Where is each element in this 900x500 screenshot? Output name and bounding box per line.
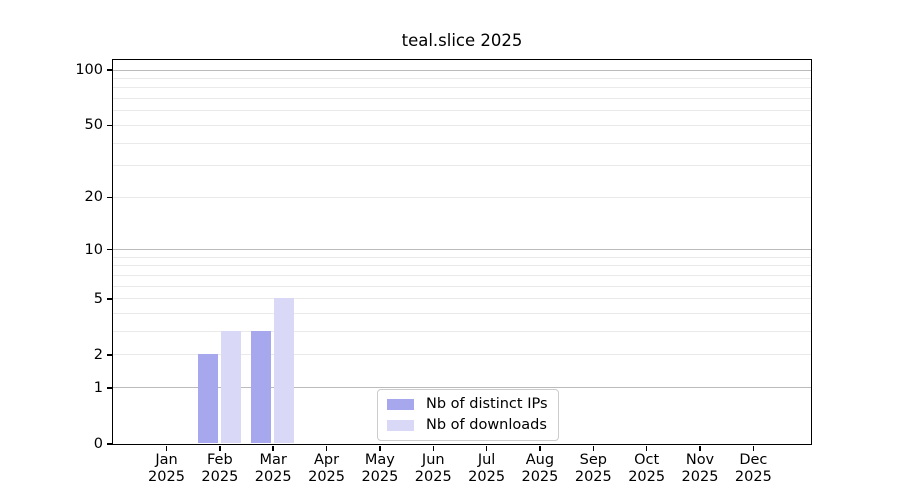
minor-gridline (112, 98, 811, 100)
x-axis-tick (272, 445, 274, 451)
legend-label-downloads: Nb of downloads (426, 417, 547, 433)
minor-gridline (112, 354, 811, 356)
y-axis-tick-label: 5 (93, 290, 103, 307)
x-axis-tick-label: Aug 2025 (521, 452, 559, 485)
x-axis-tick (699, 445, 701, 451)
x-axis-tick-label: Jun 2025 (414, 452, 452, 485)
y-axis-tick-label: 0 (93, 436, 103, 452)
chart-title: teal.slice 2025 (401, 31, 523, 50)
minor-gridline (112, 331, 811, 333)
x-axis-tick-label: Mar 2025 (254, 452, 292, 485)
x-axis-tick-label: Feb 2025 (201, 452, 239, 485)
x-axis-tick (219, 445, 221, 451)
x-axis-tick-label: May 2025 (361, 452, 399, 485)
x-axis-tick (539, 445, 541, 451)
y-axis-tick-label: 10 (84, 241, 103, 258)
minor-gridline (112, 110, 811, 112)
major-gridline (112, 69, 811, 71)
bar-downloads (274, 298, 295, 444)
y-axis-tick (106, 124, 113, 127)
y-axis-tick (106, 298, 113, 300)
y-axis-tick-label: 2 (93, 346, 103, 363)
legend-swatch-distinct-ips (387, 399, 414, 410)
major-gridline (112, 249, 811, 251)
x-axis-tick (379, 445, 381, 451)
major-gridline (112, 387, 811, 389)
x-axis-tick (165, 445, 168, 451)
minor-gridline (112, 165, 811, 167)
minor-gridline (112, 124, 811, 126)
legend-label-distinct-ips: Nb of distinct IPs (426, 396, 548, 412)
minor-gridline (112, 77, 811, 79)
minor-gridline (112, 313, 811, 315)
y-axis-tick (106, 248, 113, 251)
x-axis-tick-label: Sep 2025 (574, 452, 612, 485)
y-axis-tick-label: 100 (75, 62, 103, 78)
x-axis-tick (592, 445, 595, 451)
x-axis-tick-label: Jan 2025 (148, 452, 185, 485)
legend: Nb of distinct IPs Nb of downloads (377, 389, 559, 441)
bar-distinct-ips (197, 354, 218, 444)
x-axis-tick-label: Oct 2025 (628, 452, 666, 485)
y-axis-tick-label: 20 (84, 189, 103, 206)
bar-distinct-ips (251, 331, 272, 444)
minor-gridline (112, 285, 811, 287)
x-axis-tick (325, 445, 328, 451)
x-axis-tick-label: Dec 2025 (734, 452, 772, 485)
y-axis-tick (106, 196, 113, 199)
minor-gridline (112, 274, 811, 276)
y-axis-tick (106, 354, 113, 356)
legend-swatch-downloads (387, 420, 414, 431)
x-axis-tick-label: Nov 2025 (681, 452, 719, 485)
minor-gridline (112, 298, 811, 300)
minor-gridline (112, 265, 811, 267)
bar-downloads (220, 331, 241, 444)
plot-area (111, 58, 812, 445)
y-axis-tick-label: 50 (84, 117, 103, 134)
y-axis-tick (106, 387, 113, 389)
y-axis-tick-label: 1 (93, 379, 103, 396)
minor-gridline (112, 196, 811, 198)
x-axis-tick (752, 445, 755, 451)
x-axis-tick-label: Jul 2025 (468, 452, 506, 485)
x-axis-tick-label: Apr 2025 (308, 452, 345, 485)
legend-entry-downloads: Nb of downloads (387, 417, 548, 434)
minor-gridline (112, 142, 811, 144)
y-axis-tick (106, 443, 113, 445)
y-axis-tick (106, 69, 113, 71)
legend-entry-distinct-ips: Nb of distinct IPs (387, 396, 548, 413)
minor-gridline (112, 256, 811, 258)
x-axis-tick (485, 445, 488, 451)
x-axis-tick (432, 445, 434, 451)
minor-gridline (112, 87, 811, 89)
x-axis-tick (645, 445, 648, 451)
